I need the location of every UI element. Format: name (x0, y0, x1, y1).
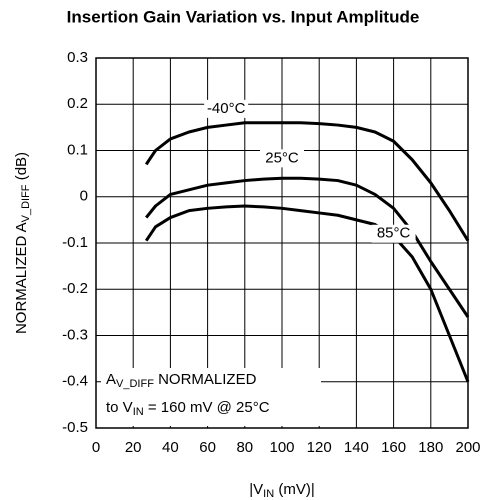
series-line (145, 176, 470, 318)
x-tick-label: 60 (199, 439, 216, 456)
annotation-part: NORMALIZED (154, 371, 257, 388)
x-axis-label-part: IN (263, 488, 274, 500)
y-axis-label: NORMALIZED AV_DIFF (dB) (13, 152, 32, 334)
y-axis-label-part: V_DIFF (20, 184, 32, 222)
y-tick-label: 0.2 (67, 95, 88, 112)
x-tick-label: 180 (418, 439, 443, 456)
x-tick-label: 0 (92, 439, 100, 456)
y-tick-label: -0.2 (62, 280, 88, 297)
series-line (144, 204, 470, 383)
x-axis-label: |VIN (mV)| (249, 481, 314, 500)
y-tick-label: 0 (80, 188, 88, 205)
series-line (144, 121, 470, 242)
x-tick-label: 20 (125, 439, 142, 456)
plot-frame (95, 57, 469, 429)
series-label: 85°C (377, 225, 411, 242)
y-tick-label: 0.3 (67, 49, 88, 66)
y-axis-label-part: (dB) (13, 152, 30, 185)
y-tick-label: -0.5 (62, 419, 88, 436)
y-tick-label: 0.1 (67, 141, 88, 158)
annotation-part: A (106, 371, 116, 388)
annotation-part: IN (133, 406, 144, 418)
x-tick-label: 100 (269, 439, 294, 456)
y-tick-label: -0.3 (62, 326, 88, 343)
annotation: AV_DIFF NORMALIZED (106, 371, 257, 390)
series-label-bg (371, 224, 416, 243)
series-label: -40°C (207, 100, 246, 117)
y-tick-label: -0.4 (62, 373, 88, 390)
annotation-part: to V (106, 399, 133, 416)
y-tick-label: -0.1 (62, 234, 88, 251)
annotation-box (101, 368, 321, 426)
x-axis-label-part: (mV)| (274, 481, 315, 498)
series-label-bg (204, 99, 249, 118)
y-axis-label-part: NORMALIZED A (13, 222, 30, 334)
annotation-part: = 160 mV @ 25°C (144, 399, 270, 416)
x-tick-label: 80 (236, 439, 253, 456)
x-tick-label: 120 (307, 439, 332, 456)
series-label: 25°C (265, 149, 299, 166)
x-tick-label: 40 (162, 439, 179, 456)
annotation-part: V_DIFF (116, 378, 154, 390)
series-label-bg (260, 149, 304, 168)
x-tick-label: 160 (381, 439, 406, 456)
x-axis-label-part: |V (249, 481, 263, 498)
chart-title: Insertion Gain Variation vs. Input Ampli… (67, 7, 420, 26)
x-tick-label: 200 (455, 439, 480, 456)
annotation: to VIN = 160 mV @ 25°C (106, 399, 270, 418)
x-tick-label: 140 (344, 439, 369, 456)
